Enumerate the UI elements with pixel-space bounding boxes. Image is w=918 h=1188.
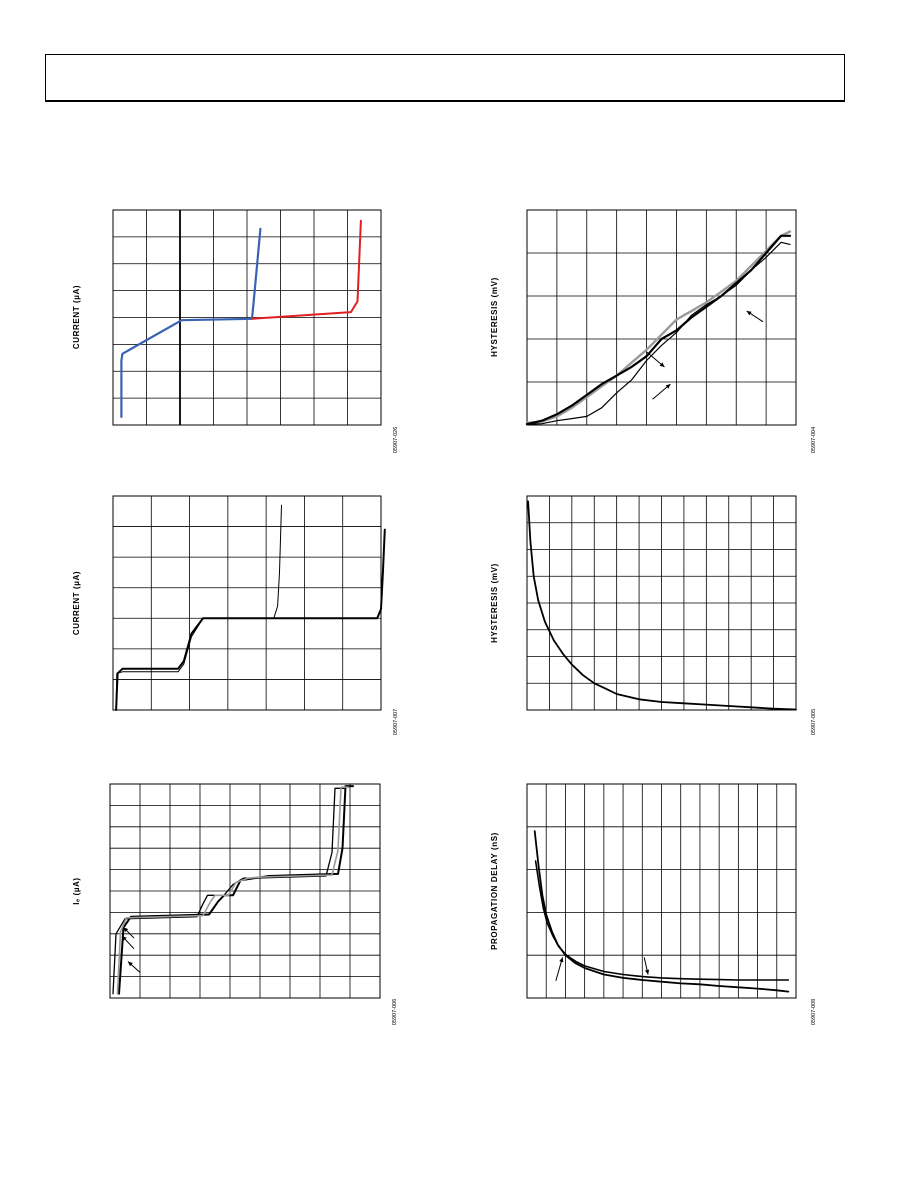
y-axis-label: Iₑ (µA) [72, 877, 81, 904]
series-line-1 [115, 528, 386, 711]
grid [527, 496, 796, 710]
annotation-arrowhead [559, 957, 564, 963]
plot-frame [526, 209, 797, 426]
plot-frame [526, 495, 797, 711]
figure-code: 05907-006 [392, 999, 398, 1025]
annotation-arrowhead [665, 384, 671, 389]
annotation-arrowhead [128, 961, 133, 967]
grid [113, 496, 381, 710]
series-line-1 [118, 785, 354, 995]
figure-code: 05907-008 [811, 999, 817, 1025]
series-line-1 [527, 500, 797, 711]
series-line-2 [112, 787, 345, 995]
plot-frame [526, 783, 797, 999]
series-line-1 [525, 230, 792, 425]
annotation-arrowhead [123, 927, 129, 933]
chart-c2: CURRENT (µA) 05907-007 [72, 495, 399, 735]
chart-c1: CURRENT (µA) 05907-026 [72, 209, 399, 453]
annotation-arrowhead [746, 311, 752, 316]
series-line-2 [115, 504, 282, 711]
chart-c5: HYSTERESIS (mV) 05907-005 [490, 495, 817, 735]
grid [527, 210, 796, 425]
chart-c4: HYSTERESIS (mV) 05907-004 [490, 209, 817, 453]
grid [110, 784, 380, 998]
plot-frame [109, 783, 381, 999]
figure-code: 05907-026 [393, 427, 399, 453]
plot-frame [112, 495, 382, 711]
series-line-1 [120, 227, 262, 418]
figure-code: 05907-005 [811, 709, 817, 735]
chart-c6: PROPAGATION DELAY (nS) 05907-008 [490, 783, 817, 1025]
annotation-arrowhead [122, 935, 127, 941]
series-line-1 [533, 830, 790, 993]
annotation-arrowhead [644, 969, 650, 975]
page-header-box [45, 54, 845, 102]
series-line-2 [534, 860, 790, 981]
figure-code: 05907-004 [811, 427, 817, 453]
grid [527, 784, 796, 998]
y-axis-label: CURRENT (µA) [72, 571, 81, 635]
y-axis-label: HYSTERESIS (mV) [490, 563, 499, 643]
y-axis-label: CURRENT (µA) [72, 285, 81, 349]
grid [113, 210, 381, 425]
annotation-arrowhead [659, 362, 665, 367]
plot-frame [112, 209, 382, 426]
series-line-3 [526, 241, 791, 425]
chart-c3: Iₑ (µA) 05907-006 [72, 783, 398, 1025]
series-line-2 [251, 219, 362, 320]
series-line-2 [525, 234, 792, 426]
y-axis-label: HYSTERESIS (mV) [490, 277, 499, 357]
series-line-3 [116, 786, 350, 995]
y-axis-label: PROPAGATION DELAY (nS) [490, 832, 499, 950]
figure-code: 05907-007 [393, 709, 399, 735]
